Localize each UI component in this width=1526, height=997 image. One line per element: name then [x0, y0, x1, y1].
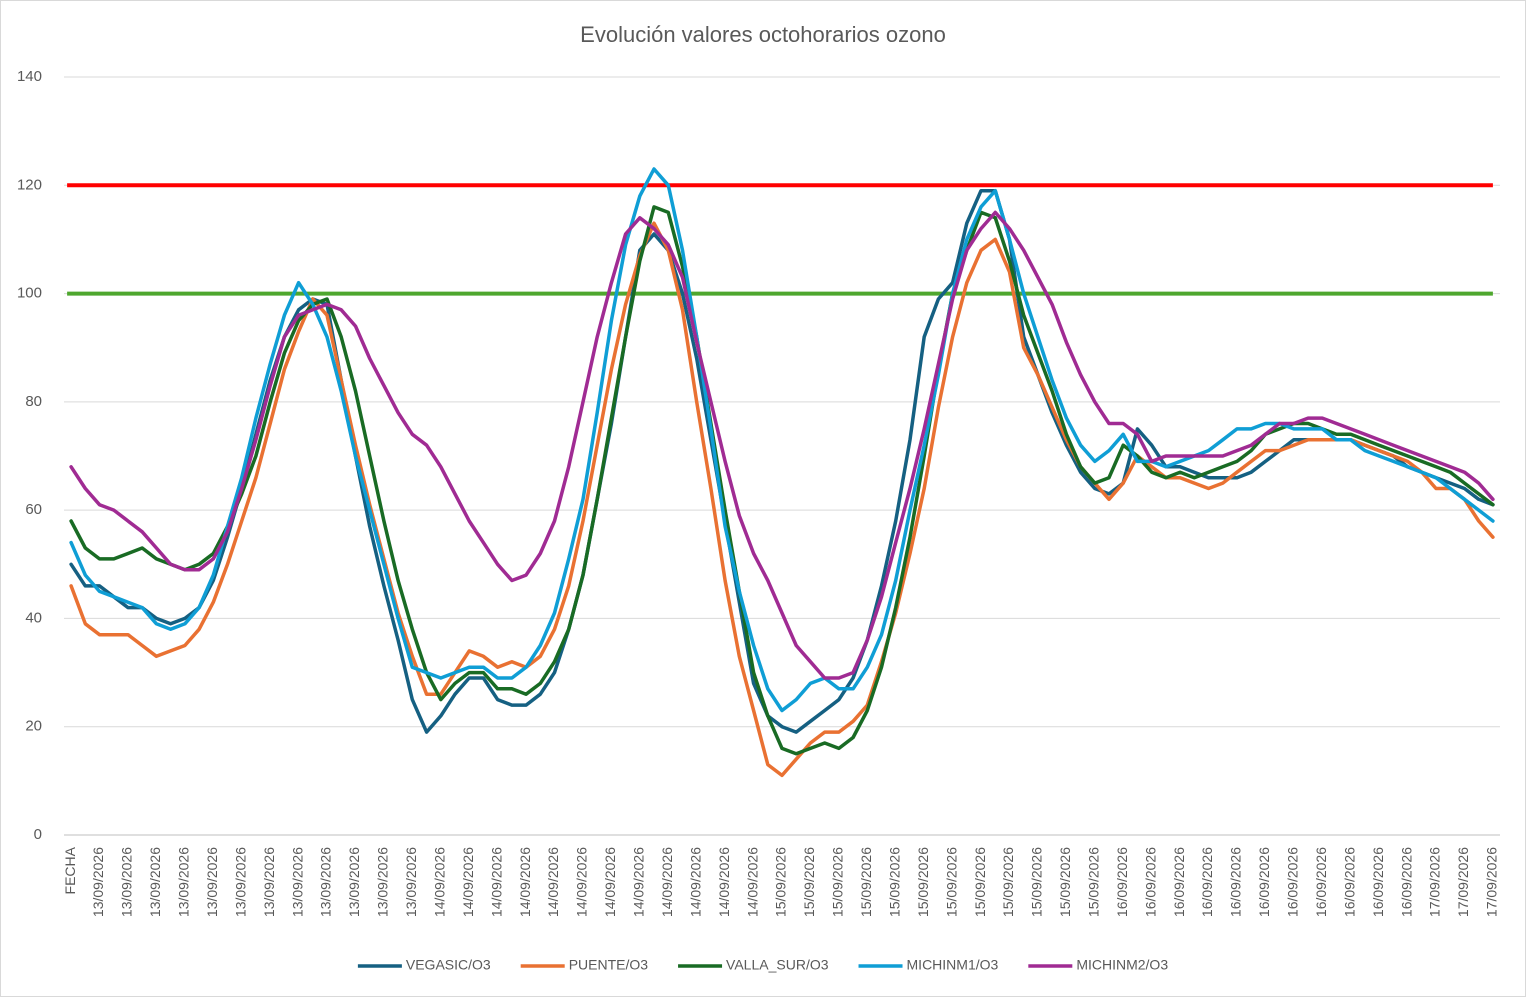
- x-tick-label: 15/09/2026: [830, 847, 846, 917]
- x-tick-label: 13/09/2026: [403, 847, 419, 917]
- y-tick-label: 80: [25, 393, 42, 410]
- x-tick-label: 14/09/2026: [716, 847, 732, 917]
- x-tick-label: 15/09/2026: [915, 847, 931, 917]
- legend-label: PUENTE/O3: [569, 957, 649, 973]
- x-tick-label: 15/09/2026: [1000, 847, 1016, 917]
- y-tick-label: 140: [17, 68, 42, 85]
- x-tick-label: 16/09/2026: [1370, 847, 1386, 917]
- x-tick-label: 13/09/2026: [119, 847, 135, 917]
- x-tick-label: 16/09/2026: [1341, 847, 1357, 917]
- x-tick-label: 13/09/2026: [176, 847, 192, 917]
- x-tick-label: 17/09/2026: [1484, 847, 1500, 917]
- legend-label: MICHINM2/O3: [1076, 957, 1168, 973]
- y-tick-label: 100: [17, 285, 42, 302]
- x-tick-label: 14/09/2026: [744, 847, 760, 917]
- series-line: [69, 210, 1495, 680]
- x-tick-label: 14/09/2026: [602, 847, 618, 917]
- y-tick-label: 0: [34, 826, 42, 843]
- x-tick-label: 13/09/2026: [318, 847, 334, 917]
- x-tick-label: 16/09/2026: [1256, 847, 1272, 917]
- x-tick-label: 14/09/2026: [659, 847, 675, 917]
- x-tick-label: 15/09/2026: [858, 847, 874, 917]
- series-line: [69, 167, 1495, 713]
- x-tick-label: 14/09/2026: [574, 847, 590, 917]
- y-tick-label: 20: [25, 718, 42, 735]
- x-tick-label: 15/09/2026: [773, 847, 789, 917]
- series-line: [69, 188, 1495, 734]
- x-tick-label: 17/09/2026: [1427, 847, 1443, 917]
- x-tick-label: 16/09/2026: [1398, 847, 1414, 917]
- x-tick-label: 15/09/2026: [943, 847, 959, 917]
- x-tick-label: 16/09/2026: [1228, 847, 1244, 917]
- y-tick-label: 40: [25, 609, 42, 626]
- y-tick-label: 60: [25, 501, 42, 518]
- x-tick-label: 13/09/2026: [346, 847, 362, 917]
- x-tick-label: 14/09/2026: [517, 847, 533, 917]
- x-tick-label: 15/09/2026: [972, 847, 988, 917]
- x-tick-label: FECHA: [62, 846, 78, 894]
- x-tick-label: 16/09/2026: [1199, 847, 1215, 917]
- x-tick-label: 15/09/2026: [886, 847, 902, 917]
- x-tick-label: 15/09/2026: [1029, 847, 1045, 917]
- x-tick-label: 13/09/2026: [261, 847, 277, 917]
- x-tick-label: 15/09/2026: [1085, 847, 1101, 917]
- x-tick-label: 16/09/2026: [1285, 847, 1301, 917]
- x-tick-label: 16/09/2026: [1114, 847, 1130, 917]
- x-tick-label: 13/09/2026: [375, 847, 391, 917]
- x-tick-label: 13/09/2026: [147, 847, 163, 917]
- x-tick-label: 16/09/2026: [1313, 847, 1329, 917]
- x-tick-label: 13/09/2026: [204, 847, 220, 917]
- x-tick-label: 15/09/2026: [1057, 847, 1073, 917]
- x-tick-label: 14/09/2026: [431, 847, 447, 917]
- legend-label: MICHINM1/O3: [907, 957, 999, 973]
- x-tick-label: 16/09/2026: [1142, 847, 1158, 917]
- x-tick-label: 13/09/2026: [232, 847, 248, 917]
- legend-label: VEGASIC/O3: [406, 957, 491, 973]
- x-tick-label: 17/09/2026: [1455, 847, 1471, 917]
- x-tick-label: 14/09/2026: [488, 847, 504, 917]
- x-tick-label: 13/09/2026: [289, 847, 305, 917]
- x-tick-label: 14/09/2026: [631, 847, 647, 917]
- x-tick-label: 16/09/2026: [1171, 847, 1187, 917]
- chart-title: Evolución valores octohorarios ozono: [580, 22, 946, 47]
- x-tick-label: 13/09/2026: [90, 847, 106, 917]
- x-tick-label: 15/09/2026: [801, 847, 817, 917]
- x-tick-label: 14/09/2026: [545, 847, 561, 917]
- y-tick-label: 120: [17, 176, 42, 193]
- x-tick-label: 14/09/2026: [460, 847, 476, 917]
- legend-label: VALLA_SUR/O3: [726, 957, 829, 973]
- x-tick-label: 14/09/2026: [687, 847, 703, 917]
